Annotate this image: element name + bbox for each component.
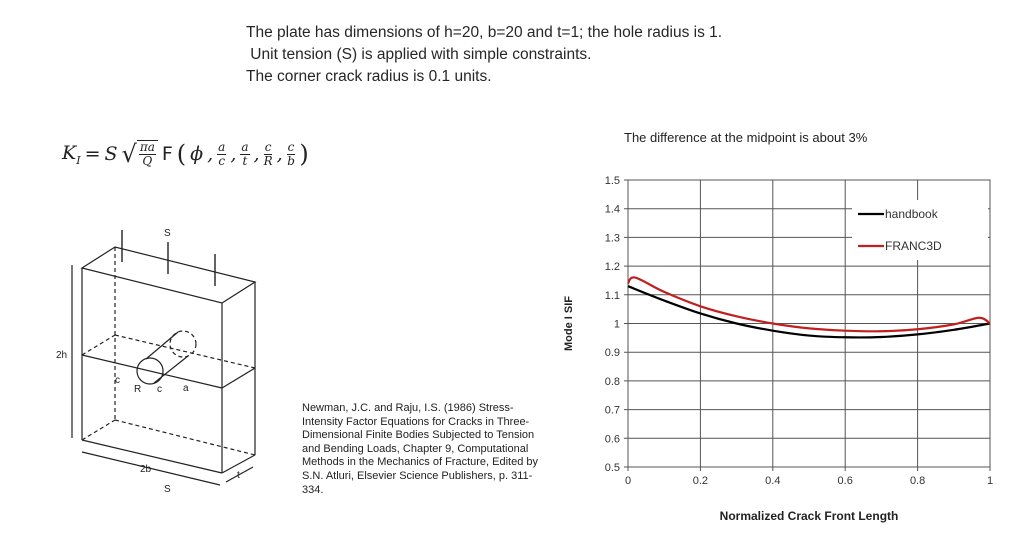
den: R <box>263 153 273 168</box>
k-sub: I <box>76 153 81 167</box>
label-c: c <box>115 375 120 386</box>
num: a <box>240 139 250 155</box>
x-tick-label: 1 <box>987 475 993 487</box>
y-tick-label: 0.6 <box>605 433 620 445</box>
sqrt: √ πa Q <box>122 140 158 168</box>
s: S <box>104 143 118 165</box>
intro-text: The plate has dimensions of h=20, b=20 a… <box>246 22 722 88</box>
x-tick-label: 0 <box>625 475 631 487</box>
num: a <box>217 139 227 155</box>
y-tick-label: 0.7 <box>605 405 620 417</box>
y-tick-label: 1.4 <box>605 204 620 216</box>
label-t: t <box>237 470 240 481</box>
phi: ϕ <box>190 143 204 165</box>
x-axis-label: Normalized Crack Front Length <box>720 509 899 523</box>
intro-line: The corner crack radius is 0.1 units. <box>246 68 492 85</box>
y-tick-label: 1.3 <box>605 232 620 244</box>
den: Q <box>142 154 153 168</box>
den: t <box>242 153 248 168</box>
num: πa <box>138 140 156 155</box>
label-2h: 2h <box>56 350 67 361</box>
num: c <box>263 139 273 155</box>
y-tick-label: 0.5 <box>605 462 620 474</box>
legend <box>852 200 988 260</box>
plate-diagram: S S 2h c R c a 2b t <box>56 228 257 495</box>
den: c <box>218 153 226 168</box>
num: c <box>286 139 296 155</box>
y-tick-label: 0.9 <box>605 347 620 359</box>
y-axis-label: Mode I SIF <box>563 296 575 351</box>
label-2b: 2b <box>140 464 152 475</box>
reference-citation: Newman, J.C. and Raju, I.S. (1986) Stres… <box>302 402 539 496</box>
label-r: R <box>134 384 141 395</box>
chart-title: The difference at the midpoint is about … <box>624 130 868 145</box>
intro-line: The plate has dimensions of h=20, b=20 a… <box>246 24 723 41</box>
formula-lhs: KI <box>62 142 81 167</box>
x-tick-label: 0.6 <box>838 475 853 487</box>
series-line-franc3d <box>627 276 991 333</box>
x-tick-label: 0.4 <box>765 475 780 487</box>
label-s-top: S <box>164 228 171 239</box>
equals: = <box>84 143 101 165</box>
y-tick-label: 1.1 <box>605 290 620 302</box>
label-c: c <box>157 384 162 395</box>
series-line-handbook <box>627 285 991 339</box>
frac: πa Q <box>136 140 158 168</box>
label-s-bottom: S <box>164 484 171 495</box>
legend-label: FRANC3D <box>885 239 942 253</box>
f: F <box>161 143 173 165</box>
y-tick-label: 1.2 <box>605 261 620 273</box>
x-tick-label: 0.8 <box>910 475 925 487</box>
den: b <box>287 153 295 168</box>
legend-label: handbook <box>885 207 939 221</box>
label-a: a <box>183 383 189 394</box>
k: K <box>62 141 77 164</box>
y-tick-label: 0.8 <box>605 376 620 388</box>
y-tick-label: 1.5 <box>605 175 620 187</box>
intro-line: Unit tension (S) is applied with simple … <box>246 46 592 63</box>
y-tick-label: 1 <box>614 319 620 331</box>
x-tick-label: 0.2 <box>693 475 708 487</box>
